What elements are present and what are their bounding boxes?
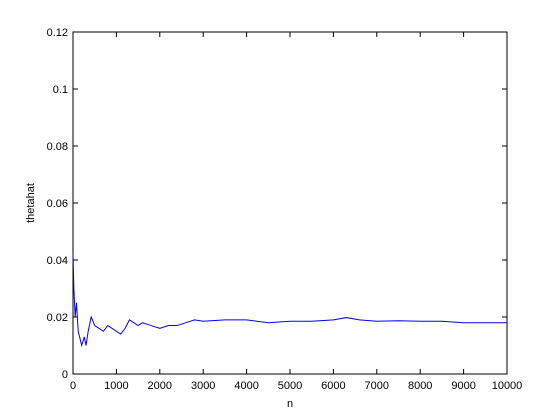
x-tick-label: 2000 [148, 380, 172, 392]
x-tick-label: 9000 [451, 380, 475, 392]
y-tick-label: 0.08 [47, 141, 68, 153]
y-tick-label: 0 [62, 369, 68, 381]
x-tick-label: 0 [70, 380, 76, 392]
x-tick-label: 5000 [278, 380, 302, 392]
data-line [72, 254, 507, 348]
x-axis-label: n [287, 398, 293, 410]
x-tick-label: 10000 [492, 380, 523, 392]
x-tick-label: 8000 [408, 380, 432, 392]
y-tick-label: 0.06 [47, 198, 68, 210]
x-tick-label: 1000 [104, 380, 128, 392]
y-axis-label: thetahat [25, 183, 37, 223]
x-tick-label: 4000 [234, 380, 258, 392]
y-tick-label: 0.02 [47, 312, 68, 324]
x-tick-label: 7000 [365, 380, 389, 392]
x-tick-label: 6000 [321, 380, 345, 392]
x-tick-label: 3000 [191, 380, 215, 392]
y-tick-label: 0.12 [47, 27, 68, 39]
y-tick-label: 0.1 [53, 84, 68, 96]
plot-area [72, 31, 508, 375]
y-tick-label: 0.04 [47, 255, 68, 267]
